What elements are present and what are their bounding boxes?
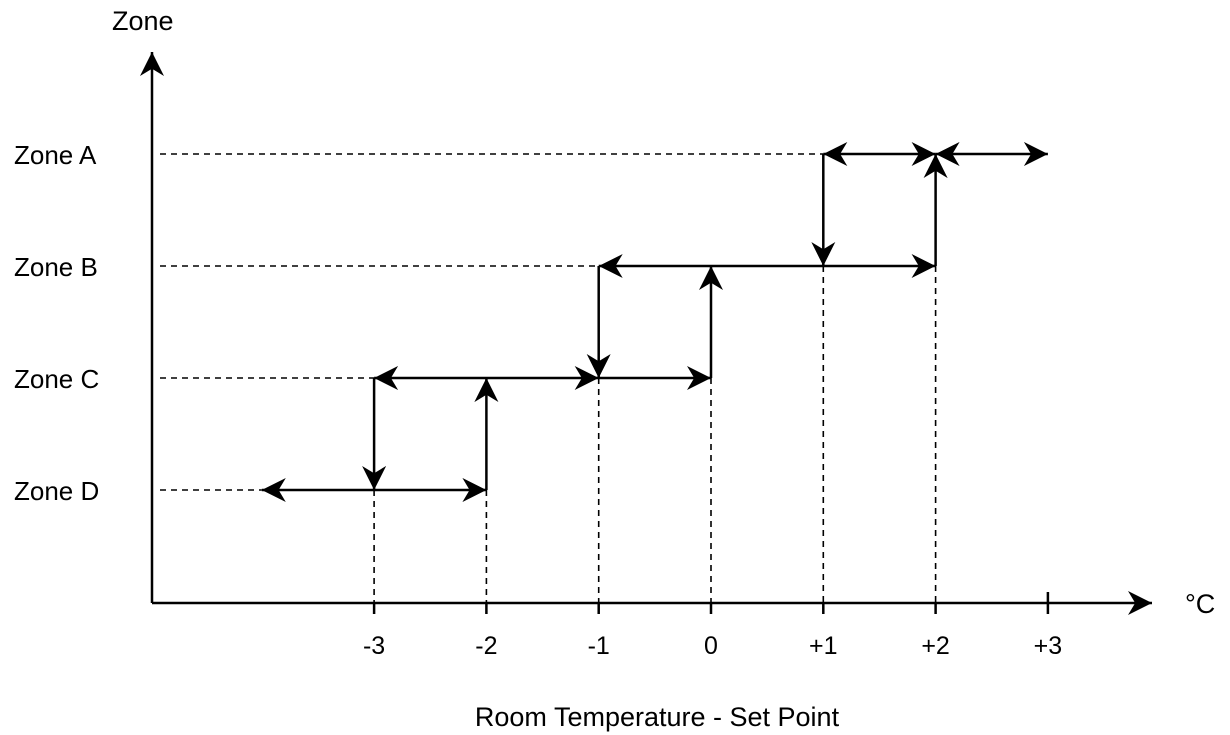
- zone-labels: Zone A Zone B Zone C Zone D: [14, 140, 99, 506]
- y-axis-label: Zone: [112, 6, 174, 36]
- tick-label: -3: [363, 632, 385, 660]
- zone-label-b: Zone B: [14, 252, 98, 282]
- dashed-guides: [160, 153, 937, 603]
- zone-label-d: Zone D: [14, 476, 99, 506]
- zone-label-c: Zone C: [14, 364, 99, 394]
- x-axis-ticks: -3 -2 -1 0 +1 +2 +3: [363, 592, 1062, 660]
- tick-label: 0: [704, 632, 718, 660]
- tick-label: +1: [809, 632, 838, 660]
- tick-label: +3: [1034, 632, 1063, 660]
- x-axis-title: Room Temperature - Set Point: [475, 702, 840, 732]
- zone-label-a: Zone A: [14, 140, 97, 170]
- tick-label: -2: [475, 632, 497, 660]
- tick-label: -1: [588, 632, 610, 660]
- tick-label: +2: [921, 632, 950, 660]
- x-axis-unit: °C: [1185, 589, 1215, 619]
- transition-arrows: [261, 142, 1048, 502]
